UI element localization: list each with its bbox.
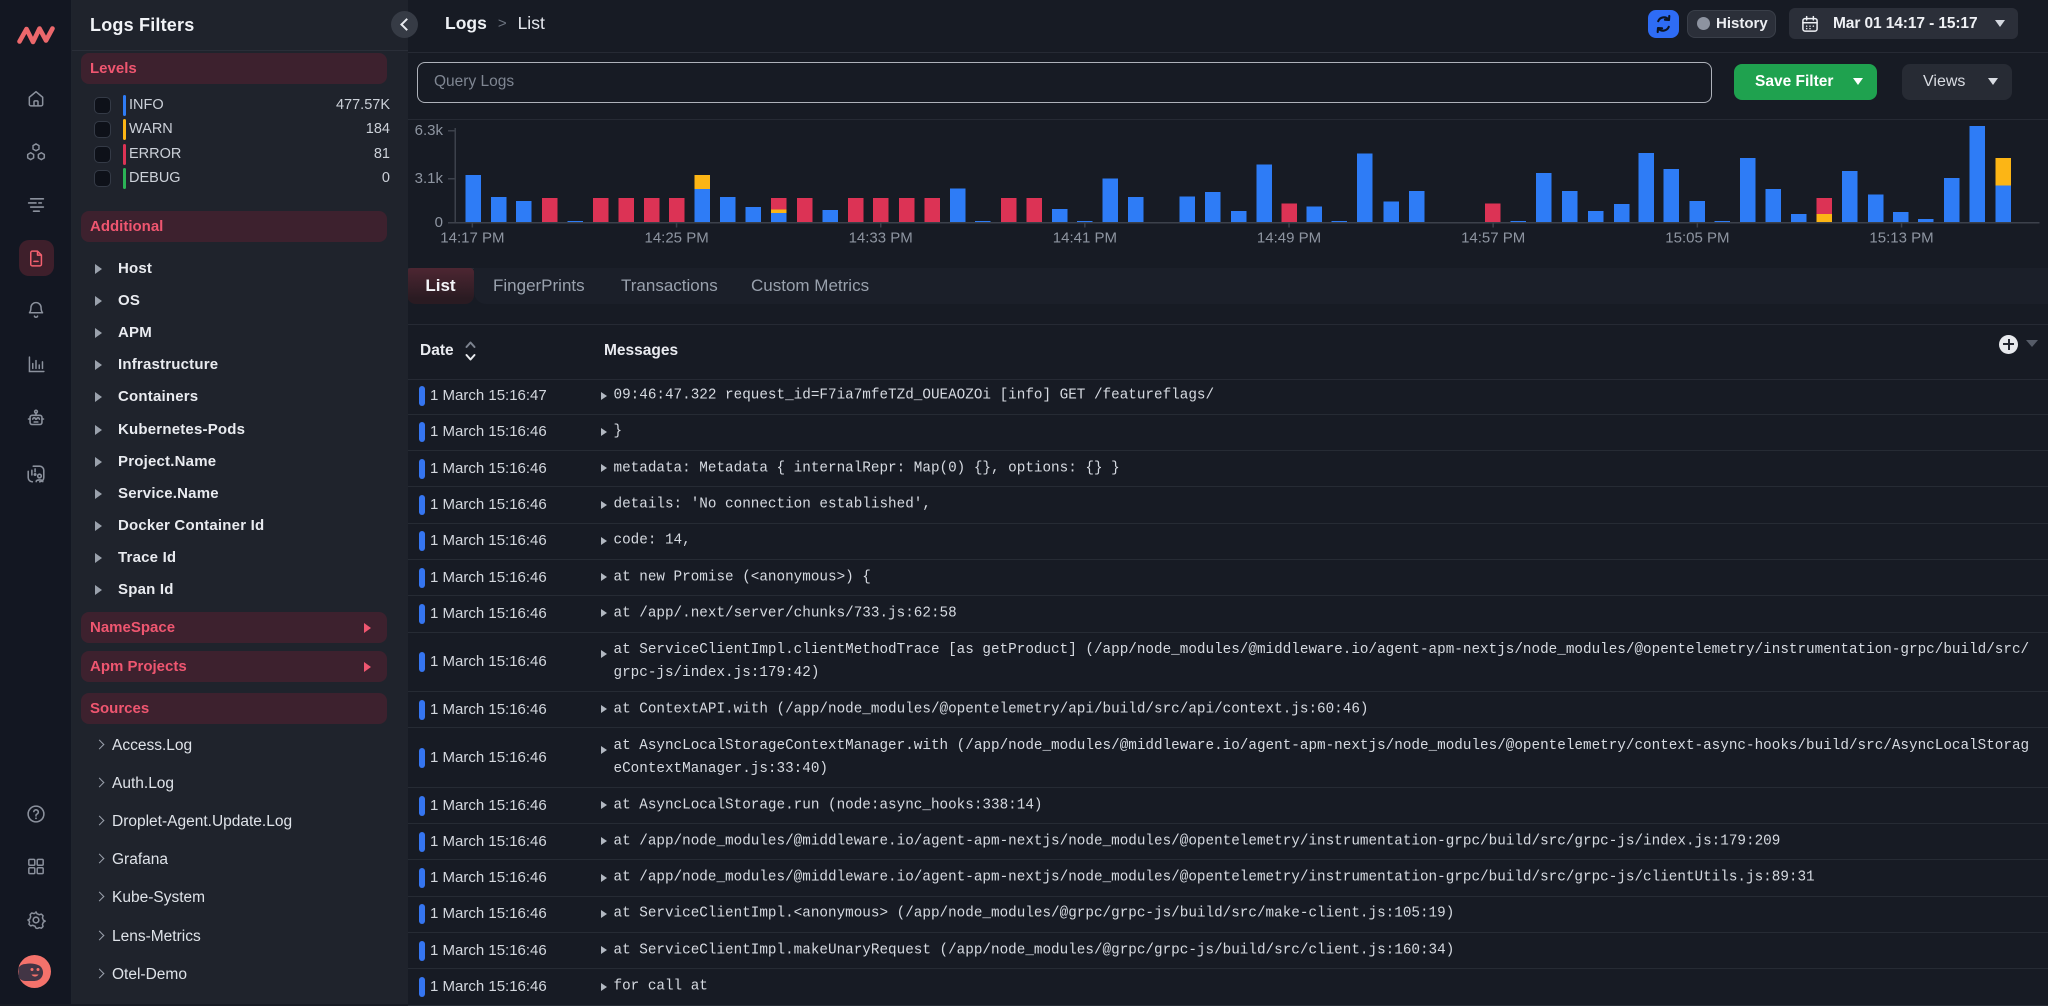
svg-text:14:33 PM: 14:33 PM xyxy=(849,230,913,247)
svg-text:3.1k: 3.1k xyxy=(415,170,444,187)
svg-text:14:57 PM: 14:57 PM xyxy=(1461,230,1525,247)
svg-text:6.3k: 6.3k xyxy=(415,122,444,139)
svg-text:14:41 PM: 14:41 PM xyxy=(1053,230,1117,247)
svg-text:14:25 PM: 14:25 PM xyxy=(644,230,708,247)
svg-text:15:05 PM: 15:05 PM xyxy=(1665,230,1729,247)
svg-text:14:49 PM: 14:49 PM xyxy=(1257,230,1321,247)
svg-text:14:17 PM: 14:17 PM xyxy=(440,230,504,247)
svg-text:0: 0 xyxy=(435,214,443,231)
svg-text:15:13 PM: 15:13 PM xyxy=(1869,230,1933,247)
